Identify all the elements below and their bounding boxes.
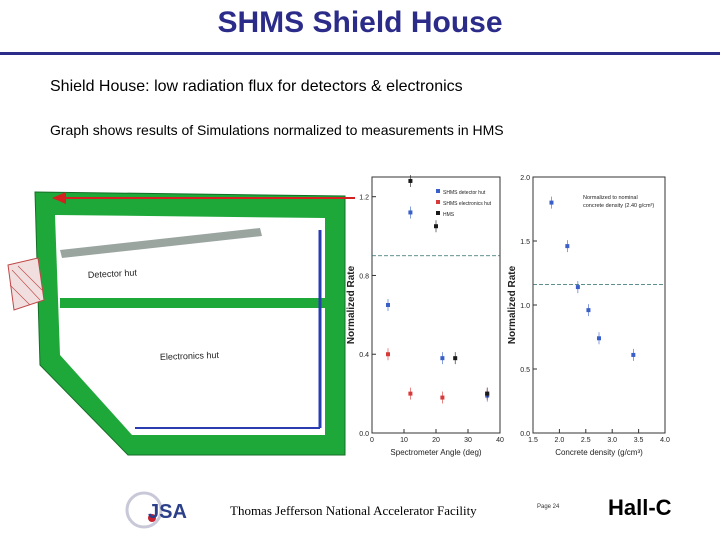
footer-page-number: Page 24 xyxy=(537,504,560,510)
x-axis-label: Concrete density (g/cm³) xyxy=(555,448,643,457)
jsa-logo: JSA xyxy=(125,491,187,529)
detector-panel xyxy=(60,228,262,258)
legend-label: HMS xyxy=(443,212,455,218)
x-tick-label: 3.5 xyxy=(634,437,644,444)
x-tick-label: 40 xyxy=(496,437,504,444)
x-tick-label: 1.5 xyxy=(528,437,538,444)
x-tick-label: 2.0 xyxy=(555,437,565,444)
y-tick-label: 0.8 xyxy=(359,273,369,280)
slide-title: SHMS Shield House xyxy=(217,6,503,39)
entrance-hatch xyxy=(7,257,45,311)
y-tick-label: 1.5 xyxy=(520,239,530,246)
chart-annotation-line1: Normalized to nominal xyxy=(583,195,638,201)
y-tick-label: 0.4 xyxy=(359,352,369,359)
hut-divider xyxy=(60,298,325,308)
logo-swoosh-icon xyxy=(125,491,163,529)
legend-swatch xyxy=(436,211,440,215)
plot-frame xyxy=(532,176,666,434)
legend-label: SHMS electronics hut xyxy=(443,201,492,207)
y-tick-label: 2.0 xyxy=(520,175,530,182)
beam-arrow xyxy=(52,192,355,204)
x-axis-label: Spectrometer Angle (deg) xyxy=(390,448,481,457)
y-axis-label: Normalized Rate xyxy=(507,265,518,344)
x-tick-label: 4.0 xyxy=(660,437,670,444)
slide-line-graph: Graph shows results of Simulations norma… xyxy=(50,122,504,138)
x-tick-label: 10 xyxy=(400,437,408,444)
legend-swatch xyxy=(436,200,440,204)
footer-lab: Thomas Jefferson National Accelerator Fa… xyxy=(230,503,477,518)
y-tick-label: 1.0 xyxy=(520,303,530,310)
shield-house-diagram: Detector hut Electronics hut xyxy=(7,191,346,456)
chart-annotation-line2: concrete density (2.40 g/cm³) xyxy=(583,203,654,209)
logo-text: JSA xyxy=(148,501,187,523)
y-tick-label: 1.2 xyxy=(359,195,369,202)
arrow-head-icon xyxy=(52,192,66,204)
x-tick-label: 20 xyxy=(432,437,440,444)
footer-group: Hall-C xyxy=(608,495,672,520)
y-axis-label: Normalized Rate xyxy=(346,265,357,344)
y-tick-label: 0.5 xyxy=(520,367,530,374)
slide-line-flux: Shield House: low radiation flux for det… xyxy=(50,78,463,95)
plot-frame xyxy=(371,176,501,434)
electronics-hut-label: Electronics hut xyxy=(160,350,220,362)
legend-label: SHMS detector hut xyxy=(443,190,486,196)
legend-swatch xyxy=(436,189,440,193)
title-divider xyxy=(0,52,720,55)
x-tick-label: 0 xyxy=(370,437,374,444)
x-tick-label: 30 xyxy=(464,437,472,444)
x-tick-label: 2.5 xyxy=(581,437,591,444)
x-tick-label: 3.0 xyxy=(607,437,617,444)
density-chart: 0.0 0.5 1.0 1.5 2.0 1.5 2.0 2.5 3.0 3.5 4.0 Concret… xyxy=(507,175,670,457)
shield-interior xyxy=(55,215,325,435)
y-tick-label: 0.0 xyxy=(359,431,369,438)
angle-chart: 0.0 0.4 0.8 1.2 0 10 20 30 40 Spectrometer Angle … xyxy=(346,174,504,457)
logo-dot-icon xyxy=(148,514,156,522)
detector-hut-label: Detector hut xyxy=(88,267,138,280)
y-tick-label: 0.0 xyxy=(520,431,530,438)
